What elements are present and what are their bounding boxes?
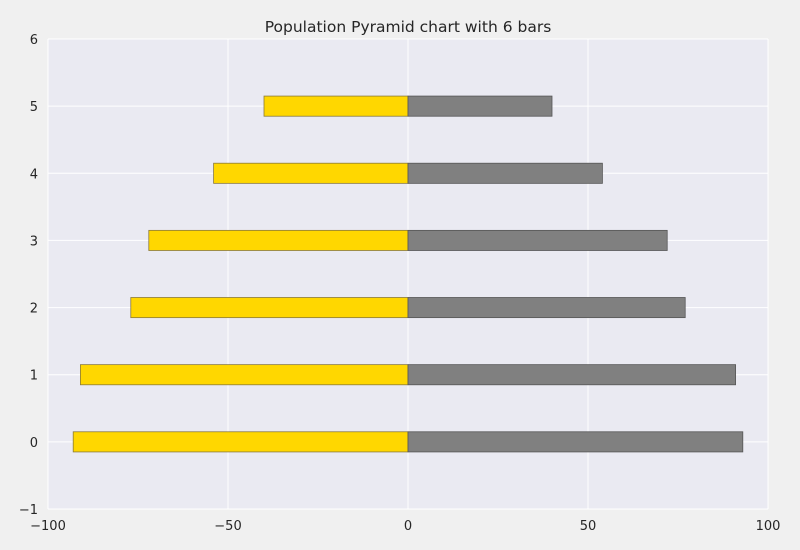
x-tick-label: 0 [404, 519, 412, 534]
bar-right-2 [407, 297, 686, 319]
y-tick-label: −1 [19, 503, 38, 518]
bar-right-0 [407, 431, 744, 453]
y-tick-label: 2 [30, 302, 38, 317]
y-tick-label: 4 [30, 167, 38, 182]
x-axis-ticks: −100 −50 0 50 100 [30, 519, 780, 534]
bar-left-1 [80, 364, 409, 386]
x-tick-label: −100 [30, 519, 66, 534]
bar-right-5 [407, 95, 553, 117]
chart-title: Population Pyramid chart with 6 bars [265, 18, 552, 36]
y-tick-label: 6 [30, 33, 38, 48]
bars-group [72, 95, 744, 453]
x-tick-label: 100 [756, 519, 781, 534]
y-axis-ticks: −1 0 1 2 3 4 5 6 [19, 33, 38, 518]
bar-right-4 [407, 162, 603, 184]
bar-left-3 [148, 229, 409, 251]
bar-left-5 [263, 95, 409, 117]
x-tick-label: −50 [214, 519, 241, 534]
bar-right-3 [407, 229, 668, 251]
bar-left-2 [130, 297, 409, 319]
x-tick-label: 50 [580, 519, 597, 534]
bar-right-1 [407, 364, 737, 386]
y-tick-label: 1 [30, 369, 38, 384]
bar-left-0 [72, 431, 409, 453]
y-tick-label: 5 [30, 100, 38, 115]
y-tick-label: 0 [30, 436, 38, 451]
y-tick-label: 3 [30, 234, 38, 249]
bar-left-4 [213, 162, 409, 184]
